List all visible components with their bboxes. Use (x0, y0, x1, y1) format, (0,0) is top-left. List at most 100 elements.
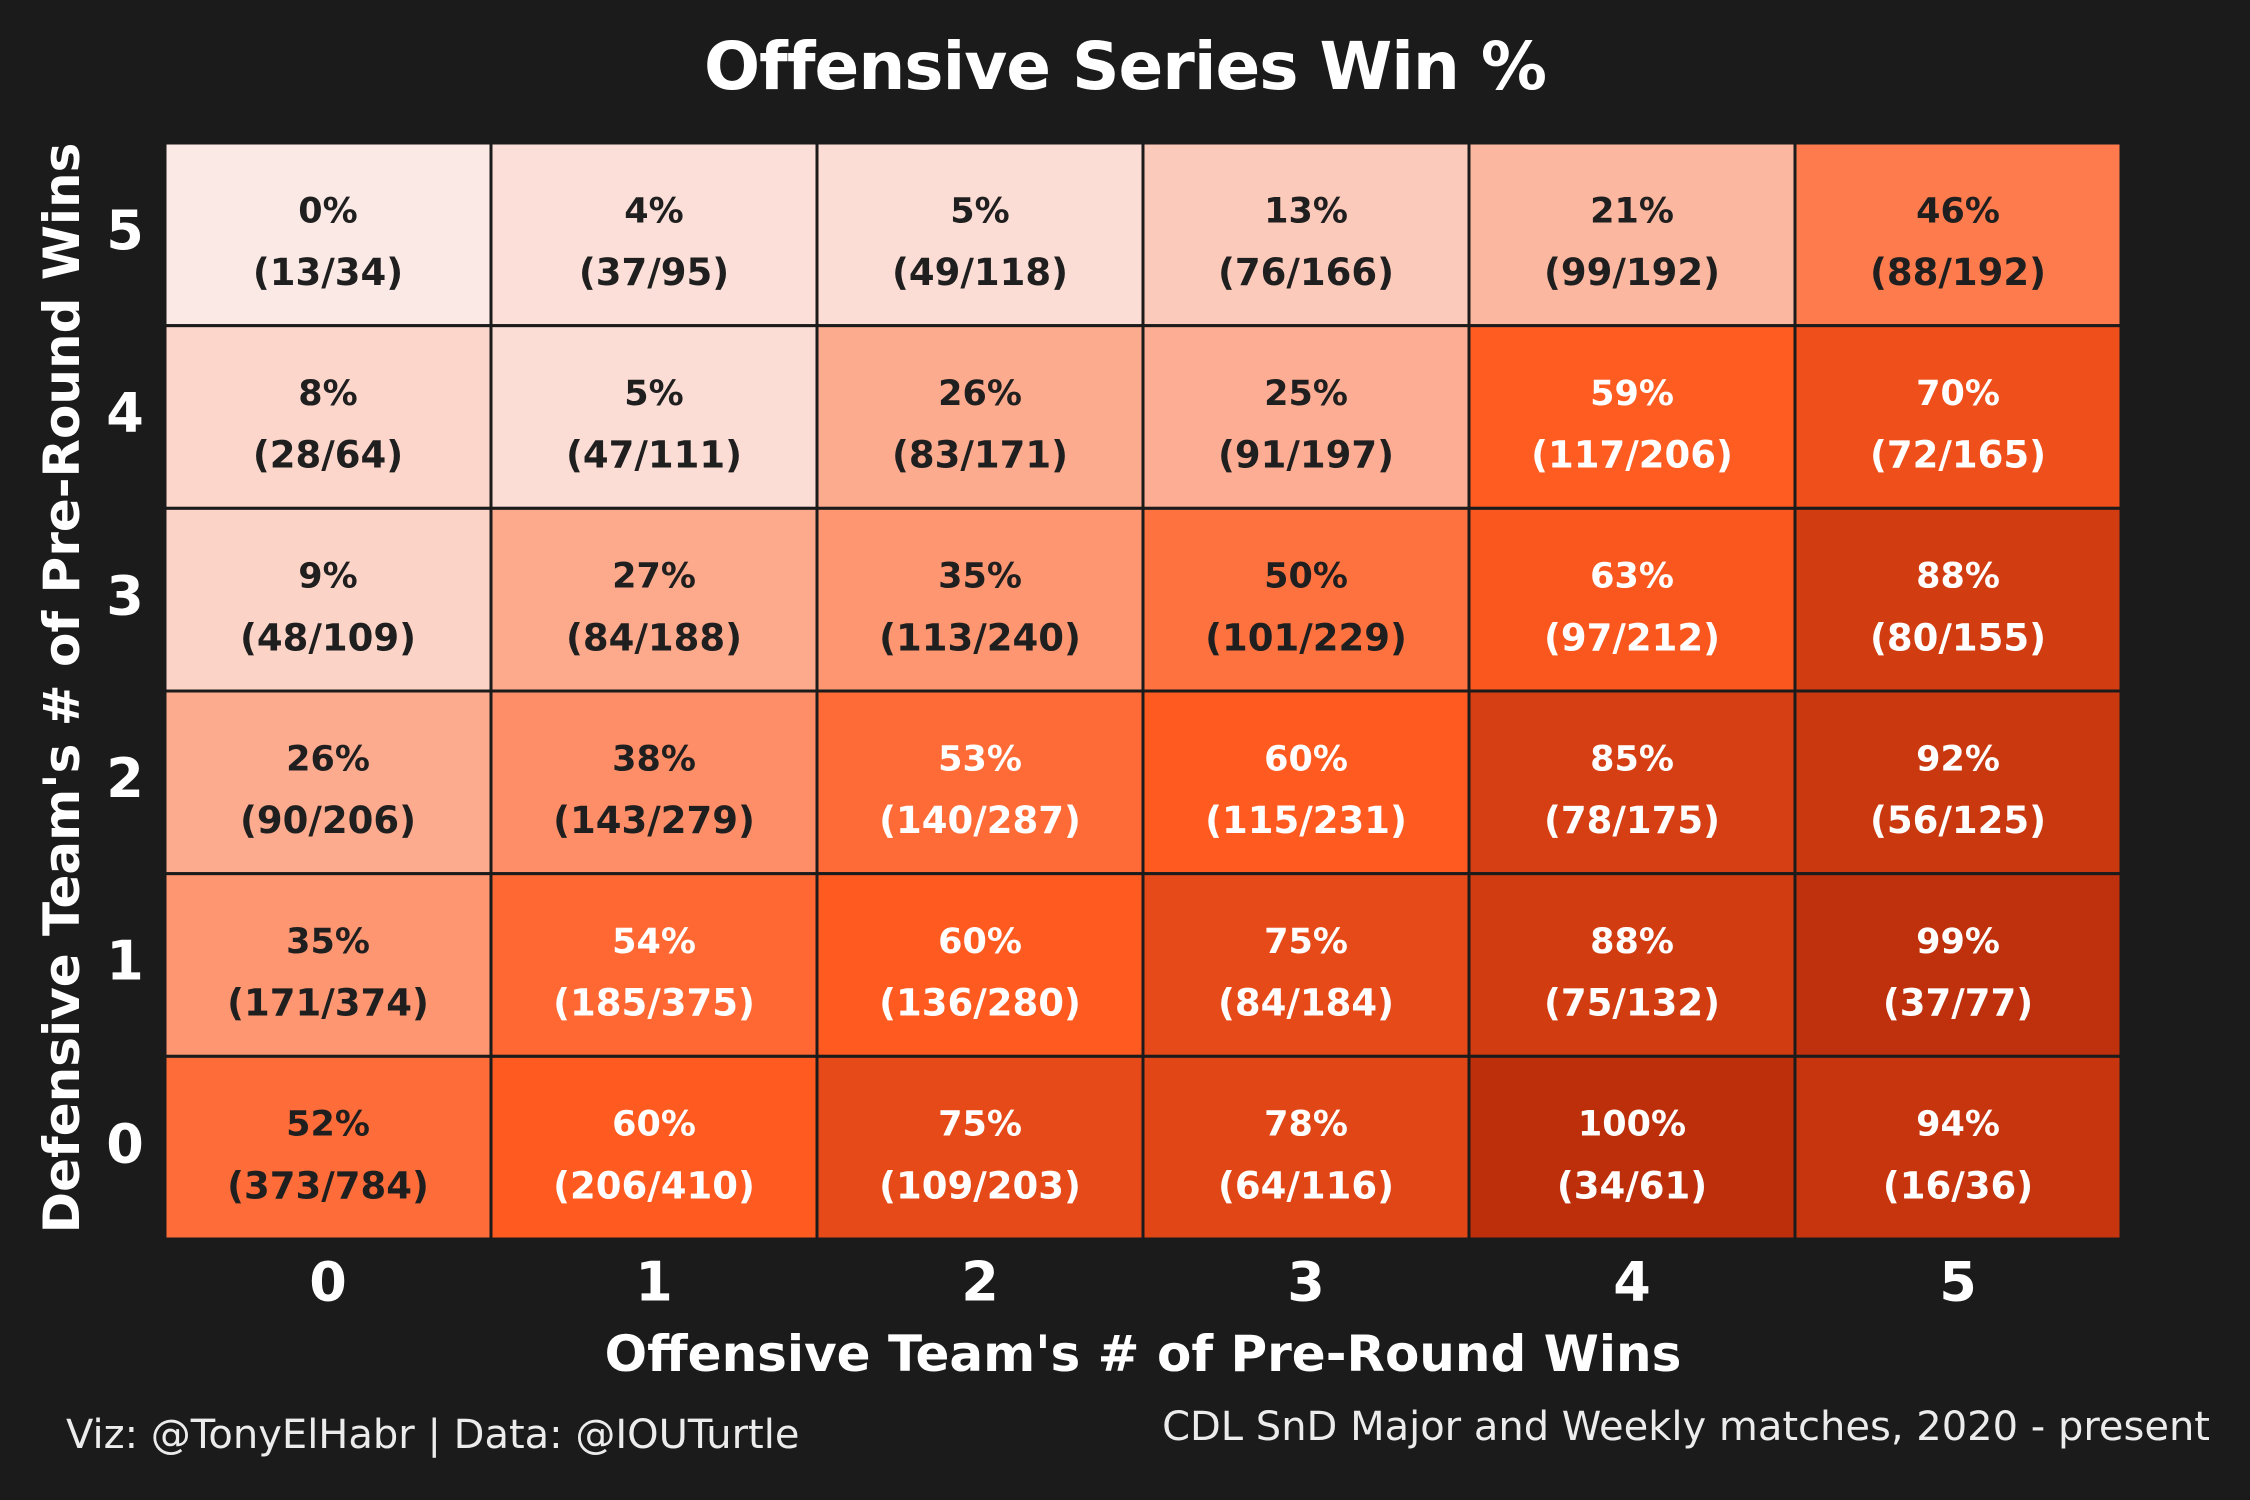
cell-percent-label: 53% (938, 739, 1022, 779)
y-tick-label: 0 (106, 1112, 144, 1175)
heatmap-cell (815, 506, 1145, 693)
cell-count-label: (47/111) (566, 434, 742, 477)
y-tick-label: 1 (106, 930, 144, 993)
cell-count-label: (97/212) (1544, 616, 1720, 659)
cell-percent-label: 26% (938, 374, 1022, 414)
cell-percent-label: 78% (1264, 1105, 1348, 1145)
cell-count-label: (72/165) (1870, 434, 2046, 477)
cell-count-label: (37/95) (579, 251, 729, 294)
heatmap-cell (489, 872, 819, 1058)
cell-count-label: (37/77) (1883, 982, 2033, 1025)
cell-percent-label: 52% (286, 1105, 370, 1145)
cell-count-label: (136/280) (879, 982, 1081, 1025)
cell-percent-label: 100% (1578, 1105, 1686, 1145)
x-tick-label: 5 (1939, 1251, 1977, 1314)
cell-percent-label: 21% (1590, 191, 1674, 231)
cell-count-label: (56/125) (1870, 799, 2046, 842)
cell-percent-label: 54% (612, 922, 696, 962)
heatmap-cell (1793, 689, 2123, 876)
heatmap-cell (489, 324, 819, 510)
heatmap-cell (163, 506, 493, 693)
cell-percent-label: 50% (1264, 557, 1348, 597)
heatmap-cell (1467, 872, 1797, 1058)
cell-count-label: (99/192) (1544, 251, 1720, 294)
cell-percent-label: 13% (1264, 191, 1348, 231)
heatmap-cell (1141, 506, 1471, 693)
cell-percent-label: 85% (1590, 739, 1674, 779)
heatmap-cell (1793, 872, 2123, 1058)
cell-percent-label: 88% (1916, 557, 2000, 597)
cell-count-label: (78/175) (1544, 799, 1720, 842)
cell-percent-label: 60% (938, 922, 1022, 962)
heatmap-cell (1467, 506, 1797, 693)
heatmap-cell (1793, 324, 2123, 510)
x-tick-label: 2 (961, 1251, 999, 1314)
cell-percent-label: 35% (938, 557, 1022, 597)
source-caption: CDL SnD Major and Weekly matches, 2020 -… (1162, 1404, 2210, 1450)
cell-count-label: (185/375) (553, 982, 755, 1025)
cell-count-label: (88/192) (1870, 251, 2046, 294)
cell-count-label: (115/231) (1205, 799, 1407, 842)
cell-percent-label: 59% (1590, 374, 1674, 414)
cell-count-label: (84/188) (566, 616, 742, 659)
cell-percent-label: 92% (1916, 739, 2000, 779)
cell-count-label: (91/197) (1218, 434, 1394, 477)
heatmap-cell (815, 872, 1145, 1058)
heatmap-cell (815, 324, 1145, 510)
heatmap-cell (1467, 141, 1797, 328)
y-tick-label: 3 (106, 564, 144, 627)
credits-caption: Viz: @TonyElHabr | Data: @IOUTurtle (66, 1412, 800, 1458)
cell-count-label: (117/206) (1531, 434, 1733, 477)
cell-percent-label: 60% (612, 1105, 696, 1145)
cell-count-label: (84/184) (1218, 982, 1394, 1025)
cell-percent-label: 63% (1590, 557, 1674, 597)
heatmap-cell (815, 1054, 1145, 1241)
heatmap-cell (1793, 1054, 2123, 1241)
y-tick-label: 4 (106, 382, 144, 445)
cell-percent-label: 25% (1264, 374, 1348, 414)
y-tick-label: 2 (106, 747, 144, 810)
x-tick-label: 3 (1287, 1251, 1325, 1314)
chart-title: Offensive Series Win % (704, 28, 1547, 105)
cell-percent-label: 27% (612, 557, 696, 597)
x-tick-label: 0 (309, 1251, 347, 1314)
cell-count-label: (16/36) (1883, 1164, 2033, 1207)
cell-count-label: (90/206) (240, 799, 416, 842)
cell-percent-label: 99% (1916, 922, 2000, 962)
heatmap-cell (1467, 689, 1797, 876)
heatmap-cell (163, 324, 493, 510)
cell-count-label: (48/109) (240, 616, 416, 659)
heatmap-cell (163, 1054, 493, 1241)
cell-count-label: (83/171) (892, 434, 1068, 477)
heatmap-cell (815, 689, 1145, 876)
heatmap-cell (489, 506, 819, 693)
cell-count-label: (80/155) (1870, 616, 2046, 659)
cell-count-label: (206/410) (553, 1164, 755, 1207)
heatmap-cell (1467, 1054, 1797, 1241)
cell-count-label: (140/287) (879, 799, 1081, 842)
cell-percent-label: 35% (286, 922, 370, 962)
y-axis-label: Defensive Team's # of Pre-Round Wins (33, 142, 91, 1234)
heatmap-cell (163, 872, 493, 1058)
cell-percent-label: 70% (1916, 374, 2000, 414)
heatmap-cell (815, 141, 1145, 328)
cell-percent-label: 38% (612, 739, 696, 779)
heatmap-cell (1793, 141, 2123, 328)
x-axis-label: Offensive Team's # of Pre-Round Wins (604, 1325, 1682, 1383)
cell-count-label: (109/203) (879, 1164, 1081, 1207)
x-tick-label: 1 (635, 1251, 673, 1314)
heatmap-cell (489, 141, 819, 328)
cell-percent-label: 8% (298, 374, 357, 414)
cell-count-label: (76/166) (1218, 251, 1394, 294)
cell-count-label: (75/132) (1544, 982, 1720, 1025)
cell-percent-label: 4% (624, 191, 683, 231)
cell-percent-label: 5% (624, 374, 683, 414)
heatmap-cell (489, 1054, 819, 1241)
cell-count-label: (171/374) (227, 982, 429, 1025)
cell-percent-label: 75% (938, 1105, 1022, 1145)
cell-percent-label: 5% (950, 191, 1009, 231)
cell-percent-label: 75% (1264, 922, 1348, 962)
y-tick-label: 5 (106, 199, 144, 262)
cell-count-label: (143/279) (553, 799, 755, 842)
